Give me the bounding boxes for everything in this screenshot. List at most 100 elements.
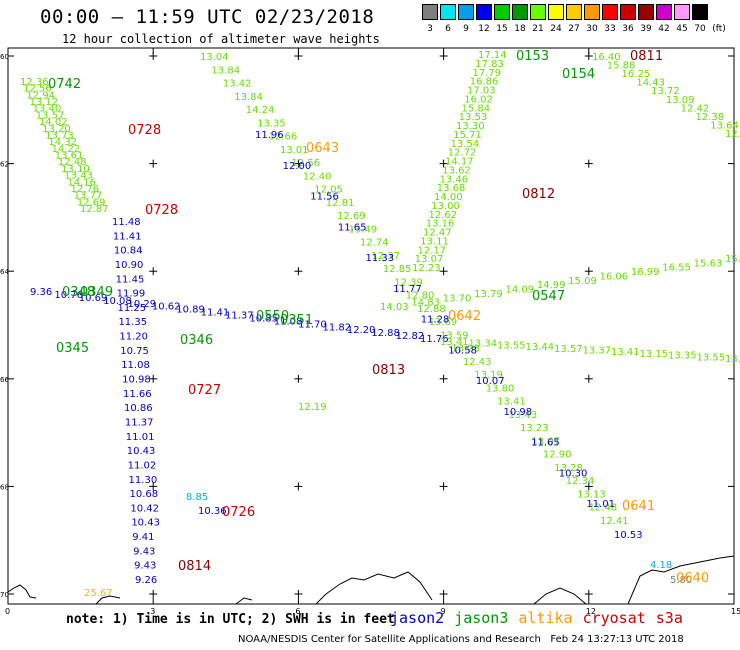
wave-height-label: 11.25 [118,303,147,314]
satellite-cryosat: cryosat [582,609,646,627]
wave-height-label: 10.85 [249,313,278,324]
wave-height-label: 10.90 [115,260,144,271]
wave-height-label: 14.09 [505,285,534,296]
wave-height-label: 11.37 [225,311,254,322]
wave-height-label: 12.43 [463,357,492,368]
wave-height-label: 13.70 [443,293,472,304]
wave-height-label: 10.43 [131,518,160,529]
pass-time-label: 0154 [562,67,595,82]
wave-height-label: 12.36 [20,77,49,88]
pass-time-label: 0346 [180,333,213,348]
wave-height-label: 9.36 [30,287,52,298]
wave-height-label: 12.81 [326,198,355,209]
wave-height-label: 15.63 [694,258,723,269]
wave-height-label: 11.20 [119,332,148,343]
wave-height-label: 12.23 [412,263,441,274]
wave-height-label: 12.85 [383,264,412,275]
wave-height-label: 13.01 [280,145,309,156]
satellite-s3a: s3a [655,609,683,627]
pass-time-label: 0728 [145,203,178,218]
scale-label: 42 [658,24,670,34]
wave-height-label: 15.71 [453,130,482,141]
pass-time-label: 0351 [280,313,313,328]
wave-height-label: 13.57 [36,110,65,121]
wave-height-label: 13.07 [415,254,444,265]
wave-height-label: 13.62 [442,165,471,176]
scale-swatch [440,4,456,20]
x-tick-label: 15 [731,607,740,616]
wave-height-label: 16.99 [631,267,660,278]
wave-height-label: 17.14 [478,50,507,61]
scale-swatch [656,4,672,20]
wave-height-label: 13.73 [45,130,74,141]
wave-height-label: 10.68 [129,489,158,500]
scale-label: 70 [694,24,706,34]
wave-height-label: 12.69 [337,211,366,222]
wave-height-label: 13.16 [426,219,455,230]
wave-height-label: 14.43 [636,78,665,89]
wave-height-label: 12.00 [283,161,312,172]
wave-height-label: 13.34 [469,339,498,350]
pass-time-label: 0728 [128,123,161,138]
wave-height-label: 13.68 [437,183,466,194]
wave-height-label: 11.45 [116,274,145,285]
wave-height-label: 13.43 [509,410,538,421]
scale-swatch [494,4,510,20]
wave-height-label: 14.99 [537,280,566,291]
pass-time-label: 0742 [48,77,81,92]
wave-height-label: 13.54 [451,139,480,150]
satellite-legend: jason2 jason3 altika cryosat s3a [390,609,693,627]
scale-label: 27 [568,24,580,34]
wave-height-label: 11.35 [118,317,147,328]
wave-height-label: 12.20 [347,325,376,336]
pass-time-label: 0642 [448,309,481,324]
wave-height-label: 12.42 [681,103,710,114]
scale-label: 15 [496,24,508,34]
wave-height-label: 11.99 [117,289,146,300]
wave-height-label: 11.01 [126,432,155,443]
wave-height-label: 13.84 [234,92,263,103]
wave-height-label: 12.37 [371,251,400,262]
wave-height-label: 12.82 [396,331,425,342]
wave-height-label: 14.16 [67,177,96,188]
wave-height-label: 17.03 [467,86,496,97]
y-tick-label: 64 [0,268,9,276]
wave-height-label: 12.05 [314,185,343,196]
wave-height-label: 13.46 [440,174,469,185]
wave-height-label: 15.84 [462,103,491,114]
wave-height-label: 12.48 [589,503,618,514]
scale-label: 45 [676,24,688,34]
wave-height-label: 13.84 [211,65,240,76]
wave-height-label: 11.41 [201,308,230,319]
wave-height-label: 11.37 [125,417,154,428]
wave-height-label: 14.22 [52,144,81,155]
wave-height-label: 12.17 [418,245,447,256]
wave-height-label: 10.75 [120,346,149,357]
wave-height-label: 13.42 [223,79,252,90]
wave-height-label: 13.41 [440,337,469,348]
wave-height-label: 13.69 [429,317,458,328]
wave-height-label: 12.39 [394,277,423,288]
wave-height-label: 12.72 [448,148,477,159]
wave-height-label: 15.09 [568,276,597,287]
x-tick-label: 3 [150,607,155,616]
scale-unit: (ft) [712,24,726,34]
scale-swatch [548,4,564,20]
scale-swatch [692,4,708,20]
wave-height-label: 13.57 [554,344,583,355]
scale-label: 39 [640,24,652,34]
wave-height-label: 10.86 [124,403,153,414]
wave-height-label: 12.56 [23,84,52,95]
scale-label: 3 [427,24,433,34]
wave-height-label: 13.04 [200,52,229,63]
credit-line: NOAA/NESDIS Center for Satellite Applica… [238,634,684,645]
pass-time-label: 0727 [188,383,221,398]
wave-height-label: 12.87 [80,204,109,215]
wave-height-label: 10.84 [114,246,143,257]
wave-height-label: 16.86 [470,77,499,88]
scale-swatch [566,4,582,20]
wave-height-label: 10.42 [130,503,159,514]
x-tick-label: 12 [586,607,596,616]
wave-height-label: 13.13 [577,489,606,500]
scale-swatch [602,4,618,20]
